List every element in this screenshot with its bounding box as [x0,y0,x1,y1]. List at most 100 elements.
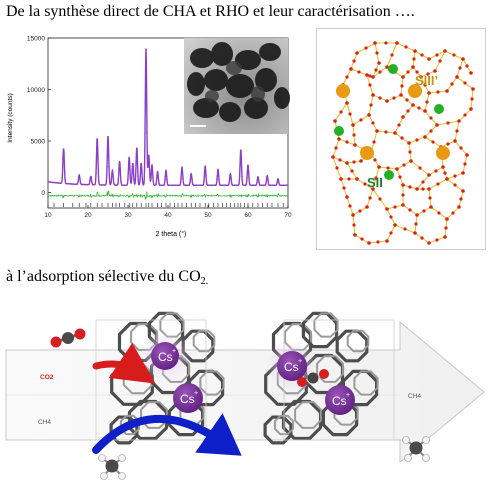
oxygen-node [367,241,371,245]
cs-label-left-top: Cs [158,350,173,364]
cs-charge-left-top: + [172,348,176,355]
oxygen-node [469,71,473,75]
oxygen-node [453,139,457,143]
oxygen-node [401,115,405,119]
oxygen-node [450,82,454,86]
cs-cation-left-bottom [173,383,203,413]
oxygen-node [374,176,378,180]
oxygen-node [435,123,439,127]
oxygen-node [378,96,382,100]
oxygen-node [351,213,355,217]
oxygen-node [422,209,426,213]
oxygen-node [337,137,341,141]
cation-siii-large-2 [408,84,422,98]
oxygen-node [453,174,457,178]
cage-ring-back [140,401,168,429]
oxygen-node [444,226,448,230]
y-axis-label: Intensity (counts) [7,93,14,143]
cs-cation-right-top [277,351,307,381]
oxygen-node [345,101,349,105]
cage-ring [335,329,369,363]
siii-site-label: SIII’ [415,73,438,88]
oxygen-node [463,162,467,166]
cs-label-left-bottom: Cs [180,392,195,406]
xrd-chart: 0 5000 10000 15000 10 20 30 40 50 60 70 [7,36,292,239]
oxygen-node [455,75,459,79]
cage-ring-back [294,401,322,429]
cage-ring [127,399,169,441]
oxygen-node [351,123,355,127]
oxygen-node [352,59,356,63]
oxygen-node [352,133,356,137]
ch4-molecule-icon-right [402,436,430,462]
oxygen-node [376,240,380,244]
oxygen-node [352,223,356,227]
x-tick-label: 20 [84,212,92,219]
oxygen-node [470,97,474,101]
ch4-pass-arrow [92,413,242,456]
oxygen-node [441,165,445,169]
oxygen-node [377,165,381,169]
oxygen-node [427,57,431,61]
oxygen-node [465,153,469,157]
oxygen-node [459,197,463,201]
oxygen-node [348,204,352,208]
oxygen-node [364,46,368,50]
oxygen-node [400,136,404,140]
oxygen-node [427,241,431,245]
oxygen-node [463,81,467,85]
cage-ring [167,399,205,437]
cs-cation-right-bottom [325,385,355,415]
schematic-svg: Cs + Cs + Cs + Cs + [5,311,485,480]
zeolite-structure-panel: SIII’ SII [316,28,486,250]
oxygen-node [367,113,371,117]
oxygen-node [458,66,462,70]
oxygen-node [358,209,362,213]
oxygen-node [469,107,473,111]
oxygen-node [418,166,422,170]
oxygen-node [365,205,369,209]
oxygen-node [373,41,377,45]
oxygen-node [446,121,450,125]
oxygen-node [365,73,369,77]
oxygen-node [350,169,354,173]
oxygen-node [395,167,399,171]
oxygen-node [353,233,357,237]
oxygen-node [371,75,375,79]
oxygen-node [461,171,465,175]
oxygen-node [420,236,424,240]
oxygen-node [419,75,423,79]
oxygen-node [407,141,411,145]
oxygen-node [400,84,404,88]
x-tick-label: 60 [244,212,252,219]
oxygen-node [426,72,430,76]
oxygen-node [427,187,431,191]
cage-ring [321,399,359,437]
oxygen-node [389,215,393,219]
flow-arrow-background [5,320,485,464]
oxygen-node [339,110,343,114]
oxygen-node [438,59,442,63]
oxygen-node [436,90,440,94]
oxygen-node [406,109,410,113]
oxygen-node [335,166,339,170]
oxygen-node [403,227,407,231]
title-line-2: à l’adsorption sélective du CO2. [6,268,208,287]
x-tick-label: 50 [204,212,212,219]
cage-ring [187,369,225,407]
oxygen-node [384,41,388,45]
oxygen-node [411,103,415,107]
oxygen-node [461,57,465,61]
oxygen-node [393,131,397,135]
cation-sii-small-2 [434,104,444,114]
cation-siii-large-1 [336,84,350,98]
oxygen-node [345,195,349,199]
x-tick-label: 30 [124,212,132,219]
oxygen-node [359,118,363,122]
ch4-label-right: CH4 [408,393,421,400]
oxygen-node [355,177,359,181]
oxygen-node [420,53,424,57]
cage-ring-back [353,370,379,396]
x-tick-label: 70 [284,212,292,219]
oxygen-node [415,70,419,74]
